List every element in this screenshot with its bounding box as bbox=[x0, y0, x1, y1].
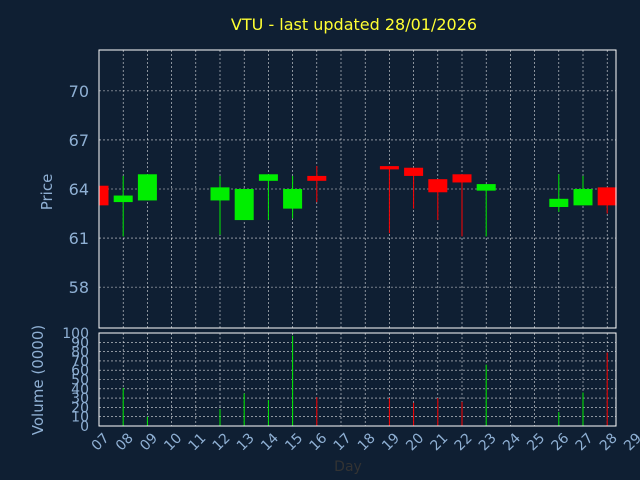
x-tick-label: 13 bbox=[234, 430, 258, 454]
x-tick-label: 23 bbox=[476, 430, 500, 454]
volume-bars bbox=[122, 335, 608, 426]
price-grid bbox=[99, 50, 616, 328]
candle-body bbox=[452, 174, 472, 183]
volume-tick-label: 20 bbox=[71, 400, 89, 416]
price-axis-label: Price bbox=[38, 174, 56, 211]
price-candles bbox=[98, 166, 617, 237]
candle-08 bbox=[113, 175, 133, 237]
candle-26 bbox=[549, 174, 569, 212]
candle-body bbox=[404, 167, 424, 176]
volume-tick-label: 100 bbox=[62, 326, 89, 342]
candle-19 bbox=[379, 166, 399, 234]
x-tick-label: 15 bbox=[282, 430, 306, 454]
price-tick-label: 61 bbox=[69, 229, 89, 248]
x-tick-label: 11 bbox=[185, 430, 209, 454]
candle-body bbox=[283, 189, 303, 209]
x-tick-label: 07 bbox=[89, 430, 113, 454]
volume-panel-frame bbox=[98, 332, 617, 427]
volume-tick-label: 30 bbox=[71, 391, 89, 407]
price-y-ticks: 58 61 64 67 70 bbox=[69, 82, 89, 297]
candle-07 bbox=[98, 185, 109, 206]
volume-tick-label: 40 bbox=[71, 382, 89, 398]
x-tick-label: 16 bbox=[306, 430, 330, 454]
candle-20 bbox=[404, 167, 424, 209]
candle-body bbox=[210, 187, 230, 201]
x-tick-label: 28 bbox=[597, 430, 621, 454]
candle-body bbox=[573, 189, 593, 206]
x-tick-label: 18 bbox=[355, 430, 379, 454]
x-tick-label: 12 bbox=[210, 430, 234, 454]
price-tick-label: 64 bbox=[69, 180, 89, 199]
candle-13 bbox=[234, 189, 254, 221]
candle-14 bbox=[258, 174, 278, 221]
candle-body bbox=[379, 166, 399, 170]
x-tick-label: 08 bbox=[113, 430, 137, 454]
candle-27 bbox=[573, 175, 593, 206]
candle-body bbox=[428, 179, 448, 193]
volume-tick-label: 50 bbox=[71, 373, 89, 389]
candle-body bbox=[549, 198, 569, 207]
candle-15 bbox=[283, 175, 303, 219]
candle-body bbox=[234, 189, 254, 221]
candle-body bbox=[307, 175, 327, 181]
x-tick-label: 24 bbox=[500, 430, 524, 454]
price-tick-label: 58 bbox=[69, 278, 89, 297]
x-tick-label: 27 bbox=[573, 430, 597, 454]
candle-22 bbox=[452, 174, 472, 237]
candle-23 bbox=[476, 184, 496, 237]
x-tick-label: 09 bbox=[137, 430, 161, 454]
candle-body bbox=[476, 184, 496, 191]
x-tick-label: 14 bbox=[258, 430, 282, 454]
x-tick-label: 21 bbox=[427, 430, 451, 454]
volume-axis-label: Volume (0000) bbox=[29, 325, 47, 435]
candle-21 bbox=[428, 179, 448, 221]
candle-28 bbox=[597, 187, 617, 214]
candle-body bbox=[99, 185, 109, 206]
candle-body bbox=[597, 187, 617, 206]
price-tick-label: 67 bbox=[69, 131, 89, 150]
x-tick-label: 10 bbox=[161, 430, 185, 454]
volume-tick-label: 0 bbox=[80, 419, 89, 435]
volume-tick-label: 60 bbox=[71, 363, 89, 379]
candle-09 bbox=[137, 174, 157, 201]
x-tick-label: 26 bbox=[548, 430, 572, 454]
price-tick-label: 70 bbox=[69, 82, 89, 101]
x-tick-label: 17 bbox=[331, 430, 355, 454]
chart-title: VTU - last updated 28/01/2026 bbox=[231, 15, 477, 34]
volume-tick-label: 70 bbox=[71, 354, 89, 370]
candle-body bbox=[137, 174, 157, 201]
x-tick-label: 19 bbox=[379, 430, 403, 454]
volume-tick-label: 80 bbox=[71, 345, 89, 361]
x-tick-label: 22 bbox=[452, 430, 476, 454]
volume-tick-label: 90 bbox=[71, 335, 89, 351]
x-axis-label: Day bbox=[334, 459, 362, 475]
candle-12 bbox=[210, 175, 230, 235]
candle-body bbox=[258, 174, 278, 181]
candle-16 bbox=[307, 166, 327, 203]
candle-body bbox=[113, 195, 133, 203]
x-ticks: 07 08 09 10 11 12 13 14 15 16 17 18 19 20 21 22 23 24 25 26… bbox=[89, 430, 640, 454]
x-tick-label: 20 bbox=[403, 430, 427, 454]
price-panel-frame bbox=[98, 49, 617, 329]
volume-grid bbox=[99, 333, 616, 426]
x-tick-label: 25 bbox=[524, 430, 548, 454]
volume-tick-label: 10 bbox=[71, 410, 89, 426]
x-tick-label: 29 bbox=[621, 430, 640, 454]
